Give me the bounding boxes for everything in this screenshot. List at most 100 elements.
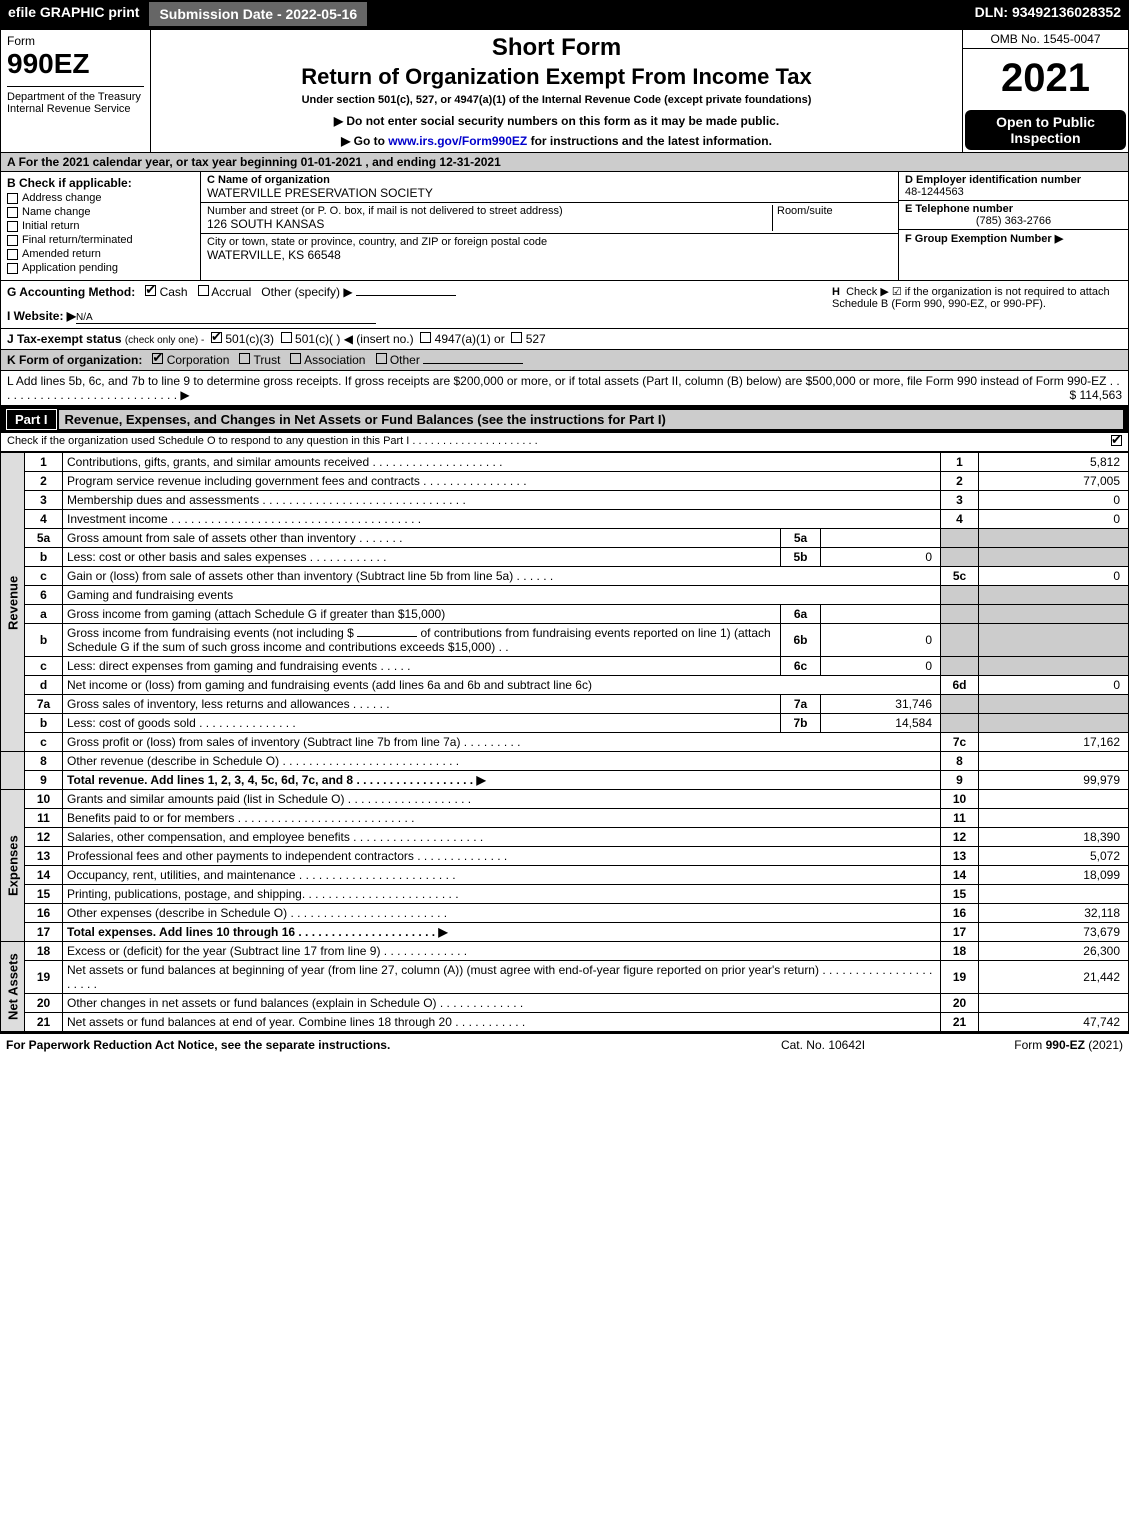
l4-ln: 4 [941,510,979,529]
lbl-other: Other (specify) ▶ [261,285,352,299]
part1-subtitle: Check if the organization used Schedule … [7,435,538,449]
l5b-desc: Less: cost or other basis and sales expe… [63,548,781,567]
l11-val [979,809,1129,828]
l6a-ln-shade [941,605,979,624]
footer-right-post: (2021) [1085,1038,1123,1052]
lbl-name-change: Name change [22,206,91,218]
l4-num: 4 [25,510,63,529]
lbl-other-org: Other [390,353,420,367]
j-label: J Tax-exempt status [7,332,122,346]
l3-desc: Membership dues and assessments . . . . … [63,491,941,510]
l10-ln: 10 [941,790,979,809]
org-city: WATERVILLE, KS 66548 [207,248,341,262]
l6a-sv [821,605,941,624]
chk-address-change[interactable] [7,193,18,204]
l7b-sn: 7b [781,714,821,733]
l18-desc: Excess or (deficit) for the year (Subtra… [63,942,941,961]
chk-initial-return[interactable] [7,221,18,232]
l2-ln: 2 [941,472,979,491]
l18-ln: 18 [941,942,979,961]
l18-val: 26,300 [979,942,1129,961]
form-header: Form 990EZ Department of the Treasury In… [0,29,1129,153]
l8-desc: Other revenue (describe in Schedule O) .… [63,752,941,771]
l7a-ln-shade [941,695,979,714]
l6-num: 6 [25,586,63,605]
chk-trust[interactable] [239,353,250,364]
col-c: C Name of organization WATERVILLE PRESER… [201,172,898,280]
l5b-ln-shade [941,548,979,567]
l6b-ln-shade [941,624,979,657]
l19-ln: 19 [941,961,979,994]
l2-desc: Program service revenue including govern… [63,472,941,491]
l6d-val: 0 [979,676,1129,695]
lbl-amended-return: Amended return [22,248,101,260]
footer-left: For Paperwork Reduction Act Notice, see … [6,1038,723,1052]
l8-ln: 8 [941,752,979,771]
l19-val: 21,442 [979,961,1129,994]
l7a-desc: Gross sales of inventory, less returns a… [63,695,781,714]
c-addr-label: Number and street (or P. O. box, if mail… [207,205,563,217]
chk-4947[interactable] [420,332,431,343]
chk-corporation[interactable] [152,353,163,364]
lbl-corporation: Corporation [167,353,230,367]
l6c-sn: 6c [781,657,821,676]
chk-final-return[interactable] [7,235,18,246]
chk-schedule-o[interactable] [1111,435,1122,446]
chk-accrual[interactable] [198,285,209,296]
l2-num: 2 [25,472,63,491]
footer-right-bold: 990-EZ [1046,1038,1085,1052]
l13-desc: Professional fees and other payments to … [63,847,941,866]
l7c-num: c [25,733,63,752]
efile-label[interactable]: efile GRAPHIC print [0,0,147,28]
l4-desc: Investment income . . . . . . . . . . . … [63,510,941,529]
l5b-num: b [25,548,63,567]
chk-other-org[interactable] [376,353,387,364]
l7b-desc: Less: cost of goods sold . . . . . . . .… [63,714,781,733]
chk-association[interactable] [290,353,301,364]
l6b-sv: 0 [821,624,941,657]
l15-num: 15 [25,885,63,904]
chk-501c3[interactable] [211,332,222,343]
lines-table: Revenue 1 Contributions, gifts, grants, … [0,452,1129,1032]
l7b-num: b [25,714,63,733]
l9-num: 9 [25,771,63,790]
chk-527[interactable] [511,332,522,343]
col-b: B Check if applicable: Address change Na… [1,172,201,280]
l6a-val-shade [979,605,1129,624]
l5c-val: 0 [979,567,1129,586]
l6b-input[interactable] [357,636,417,637]
chk-amended-return[interactable] [7,249,18,260]
chk-cash[interactable] [145,285,156,296]
l17-ln: 17 [941,923,979,942]
footer-cat: Cat. No. 10642I [723,1038,923,1052]
org-name: WATERVILLE PRESERVATION SOCIETY [207,186,433,200]
open-inspection: Open to Public Inspection [965,110,1126,150]
form-number: 990EZ [7,48,144,80]
other-org-input[interactable] [423,363,523,364]
ssn-note: ▶ Do not enter social security numbers o… [161,114,952,128]
lbl-4947: 4947(a)(1) or [435,332,505,346]
l4-val: 0 [979,510,1129,529]
lbl-application-pending: Application pending [22,262,118,274]
row-a-letter: A [7,155,15,169]
l21-ln: 21 [941,1013,979,1032]
l11-num: 11 [25,809,63,828]
website-value: N/A [76,312,93,323]
l6d-num: d [25,676,63,695]
dept-line2: Internal Revenue Service [7,103,131,115]
chk-501c[interactable] [281,332,292,343]
lbl-trust: Trust [254,353,281,367]
c-city-label: City or town, state or province, country… [207,236,547,248]
link-post: for instructions and the latest informat… [527,134,772,148]
part1-tab: Part I [6,409,57,430]
irs-link[interactable]: www.irs.gov/Form990EZ [388,134,527,148]
l6c-val-shade [979,657,1129,676]
l2-val: 77,005 [979,472,1129,491]
l7a-sv: 31,746 [821,695,941,714]
chk-application-pending[interactable] [7,263,18,274]
l9-desc-bold: Total revenue. Add lines 1, 2, 3, 4, 5c,… [67,773,486,787]
chk-name-change[interactable] [7,207,18,218]
footer-right-pre: Form [1014,1038,1045,1052]
other-input[interactable] [356,295,456,296]
l5a-desc: Gross amount from sale of assets other t… [63,529,781,548]
